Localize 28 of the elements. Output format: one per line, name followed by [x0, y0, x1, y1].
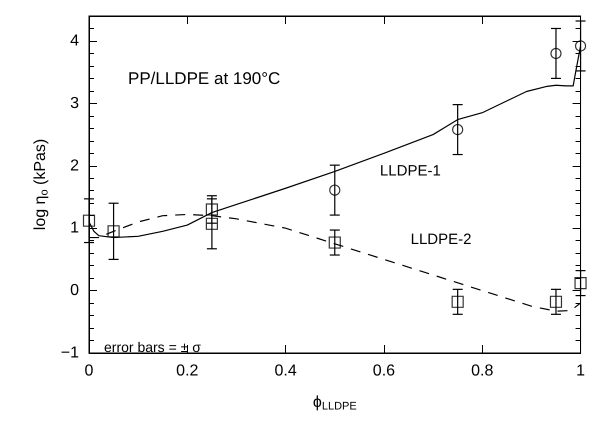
point — [550, 296, 562, 308]
point — [452, 124, 464, 136]
x-tick-label: 0.2 — [176, 362, 199, 380]
point — [206, 203, 218, 216]
point — [107, 225, 120, 238]
y-tick-label: −1 — [60, 344, 80, 362]
point — [574, 277, 587, 290]
point — [452, 296, 464, 308]
y-tick-label: 4 — [70, 32, 80, 50]
point — [574, 40, 586, 52]
point — [82, 214, 96, 227]
x-tick-label: 0.6 — [372, 362, 396, 380]
point — [329, 184, 340, 196]
series-label: LLDPE-1 — [380, 162, 441, 180]
x-tick-label: 0 — [84, 362, 94, 380]
y-tick-label: 2 — [70, 157, 80, 174]
point — [206, 218, 218, 230]
y-tick-label: 0 — [70, 282, 80, 300]
x-tick-label: 0.4 — [274, 362, 297, 380]
y-axis-title: log ηo (kPas) — [32, 138, 50, 230]
y-tick-label: 1 — [70, 220, 80, 237]
x-tick-label: 0.8 — [471, 362, 494, 380]
y-tick-label: 3 — [70, 94, 80, 112]
point — [550, 48, 562, 60]
x-tick-label: 1 — [576, 362, 586, 380]
point — [328, 236, 341, 249]
series-label: LLDPE-2 — [410, 231, 472, 248]
annotation: PP/LLDPE at 190°C — [128, 69, 280, 88]
